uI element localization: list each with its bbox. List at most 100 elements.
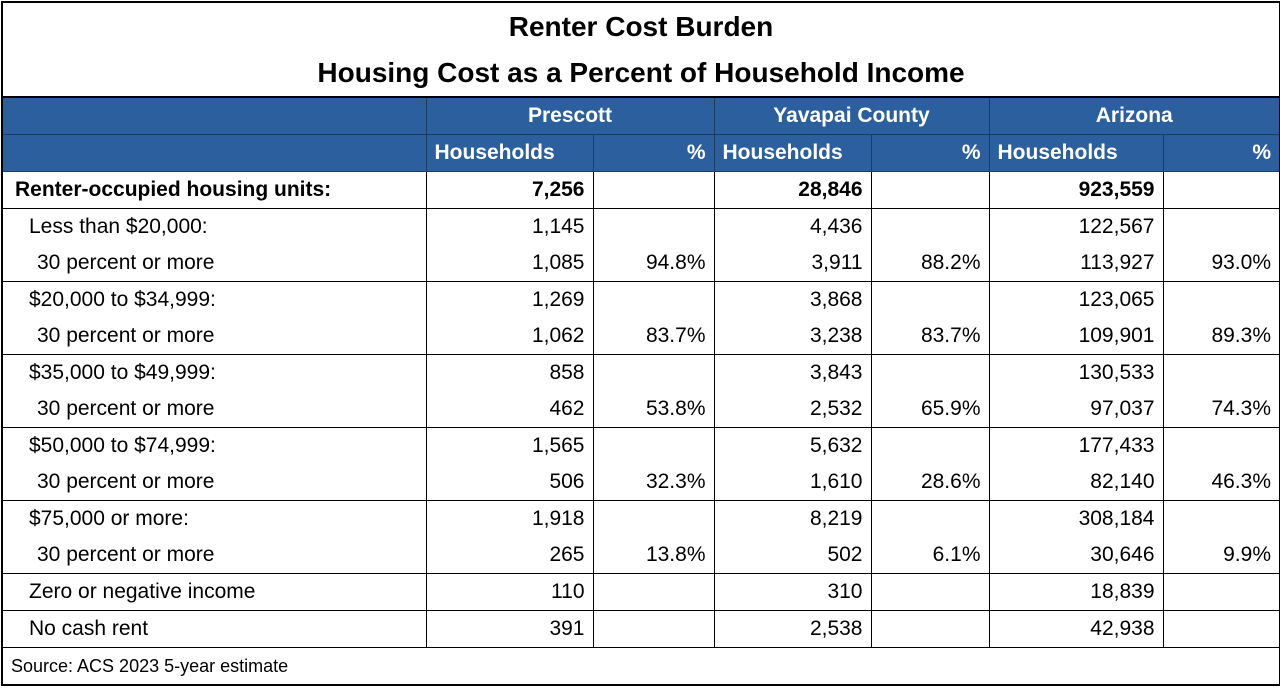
row-label: $20,000 to $34,999: (1, 281, 427, 318)
row-label: $75,000 or more: (1, 500, 427, 537)
percent-cell: 83.7% (592, 318, 715, 355)
header-blank (1, 96, 427, 135)
data-row: 30 percent or more 265 13.8% 502 6.1% 30,646 9… (1, 537, 1280, 574)
percent-cell: 13.8% (592, 537, 715, 574)
households-cell: 130,533 (988, 354, 1164, 391)
households-cell: 7,256 (425, 171, 594, 209)
households-cell: 506 (425, 464, 594, 501)
households-cell: 177,433 (988, 427, 1164, 464)
households-cell: 82,140 (988, 464, 1164, 501)
data-row: Zero or negative income 110 310 18,839 (1, 573, 1280, 611)
percent-cell: 6.1% (870, 537, 990, 574)
row-label: No cash rent (1, 610, 427, 648)
households-cell: 1,085 (425, 245, 594, 282)
households-cell: 858 (425, 354, 594, 391)
households-cell: 109,901 (988, 318, 1164, 355)
percent-cell (592, 427, 715, 464)
percent-cell (1162, 427, 1280, 464)
percent-cell: 9.9% (1162, 537, 1280, 574)
percent-cell (1162, 500, 1280, 537)
percent-cell (1162, 281, 1280, 318)
percent-cell: 94.8% (592, 245, 715, 282)
source-note: Source: ACS 2023 5-year estimate (1, 647, 1280, 685)
percent-cell (870, 610, 990, 648)
households-cell: 310 (713, 573, 872, 611)
title-line: Renter Cost Burden (508, 10, 774, 42)
percent-cell: 32.3% (592, 464, 715, 501)
data-row: $75,000 or more: 1,918 8,219 308,184 (1, 500, 1280, 537)
data-row: 30 percent or more 1,062 83.7% 3,238 83.7% 10… (1, 318, 1280, 355)
subheader: % (1162, 134, 1280, 172)
households-cell: 2,538 (713, 610, 872, 648)
percent-cell (870, 208, 990, 245)
data-row: $50,000 to $74,999: 1,565 5,632 177,433 (1, 427, 1280, 464)
households-cell: 42,938 (988, 610, 1164, 648)
source-row: Source: ACS 2023 5-year estimate (1, 647, 1280, 685)
households-cell: 1,918 (425, 500, 594, 537)
subheader: Households (713, 134, 872, 172)
data-row: $20,000 to $34,999: 1,269 3,868 123,065 (1, 281, 1280, 318)
row-label: $50,000 to $74,999: (1, 427, 427, 464)
percent-cell: 46.3% (1162, 464, 1280, 501)
households-cell: 123,065 (988, 281, 1164, 318)
subheader: % (592, 134, 715, 172)
households-cell: 3,868 (713, 281, 872, 318)
row-label: 30 percent or more (1, 245, 427, 282)
households-cell: 97,037 (988, 391, 1164, 428)
data-row: Renter-occupied housing units: 7,256 28,84… (1, 171, 1280, 209)
data-row: 30 percent or more 1,085 94.8% 3,911 88.2% 11… (1, 245, 1280, 282)
households-cell: 8,219 (713, 500, 872, 537)
header-blank (1, 134, 427, 172)
group-header: Arizona (988, 96, 1280, 135)
row-label: 30 percent or more (1, 464, 427, 501)
households-cell: 1,565 (425, 427, 594, 464)
percent-cell (592, 500, 715, 537)
percent-cell (1162, 573, 1280, 611)
percent-cell (870, 573, 990, 611)
households-cell: 2,532 (713, 391, 872, 428)
percent-cell: 93.0% (1162, 245, 1280, 282)
percent-cell (592, 573, 715, 611)
households-cell: 1,610 (713, 464, 872, 501)
data-row: 30 percent or more 462 53.8% 2,532 65.9% 97,0… (1, 391, 1280, 428)
households-cell: 391 (425, 610, 594, 648)
households-cell: 3,911 (713, 245, 872, 282)
households-cell: 113,927 (988, 245, 1164, 282)
households-cell: 4,436 (713, 208, 872, 245)
percent-cell (592, 171, 715, 209)
subheader: Households (988, 134, 1164, 172)
households-cell: 462 (425, 391, 594, 428)
group-header-row: Prescott Yavapai County Arizona (1, 96, 1280, 135)
percent-cell: 89.3% (1162, 318, 1280, 355)
households-cell: 265 (425, 537, 594, 574)
row-label: 30 percent or more (1, 318, 427, 355)
households-cell: 18,839 (988, 573, 1164, 611)
group-header: Yavapai County (713, 96, 990, 135)
percent-cell (870, 171, 990, 209)
title-line: Housing Cost as a Percent of Household I… (317, 56, 965, 88)
row-label: $35,000 to $49,999: (1, 354, 427, 391)
title-cell: Renter Cost Burden Housing Cost as a Per… (1, 2, 1280, 98)
data-row: No cash rent 391 2,538 42,938 (1, 610, 1280, 648)
percent-cell: 28.6% (870, 464, 990, 501)
percent-cell: 83.7% (870, 318, 990, 355)
percent-cell (870, 354, 990, 391)
households-cell: 30,646 (988, 537, 1164, 574)
households-cell: 3,238 (713, 318, 872, 355)
households-cell: 1,269 (425, 281, 594, 318)
percent-cell (1162, 610, 1280, 648)
percent-cell: 65.9% (870, 391, 990, 428)
data-row: 30 percent or more 506 32.3% 1,610 28.6% 82,1… (1, 464, 1280, 501)
percent-cell (870, 281, 990, 318)
group-header: Prescott (425, 96, 715, 135)
row-label: 30 percent or more (1, 391, 427, 428)
percent-cell: 74.3% (1162, 391, 1280, 428)
subheader-row: Households% Households% Households% (1, 134, 1280, 172)
percent-cell (870, 500, 990, 537)
data-row: $35,000 to $49,999: 858 3,843 130,533 (1, 354, 1280, 391)
subheader: Households (425, 134, 594, 172)
percent-cell (870, 427, 990, 464)
percent-cell (592, 208, 715, 245)
percent-cell (592, 281, 715, 318)
